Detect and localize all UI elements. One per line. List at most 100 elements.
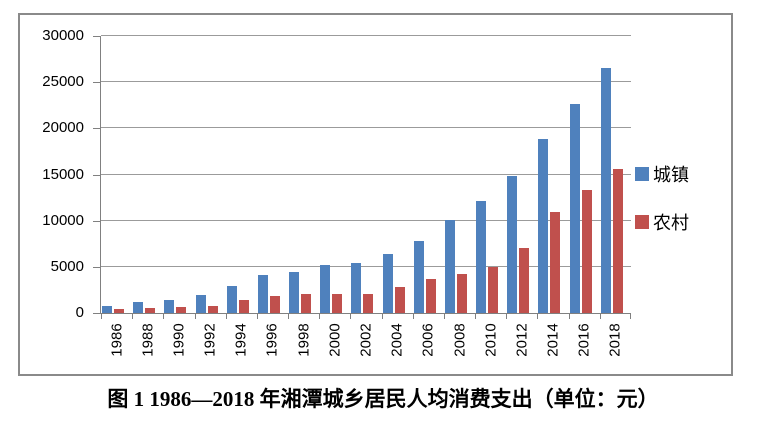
gridline-25000 [101,81,631,83]
bar-rural-2000 [332,294,343,313]
bar-urban-1994 [226,285,237,313]
bar-urban-1998 [289,272,300,313]
x-tick-mark-7 [319,314,321,319]
bar-rural-1990 [176,307,187,313]
gridline-5000 [101,265,631,267]
bar-urban-2006 [413,240,424,313]
plot-area [100,35,631,319]
bar-rural-1992 [207,305,218,313]
legend-label-urban: 城镇 [653,165,689,185]
y-tick-mark-15000 [93,174,100,176]
x-tick-mark-end [630,314,631,319]
bar-rural-2008 [456,273,467,313]
x-tick-label-2012: 2012 [513,323,531,357]
y-tick-mark-20000 [93,128,100,130]
bar-urban-2000 [320,265,331,313]
legend-item-urban: 城镇 [635,161,689,187]
x-tick-label-1998: 1998 [295,323,313,357]
bar-urban-1986 [102,305,112,313]
legend-swatch-urban-icon [635,167,649,181]
x-tick-label-1986: 1986 [108,323,126,357]
y-tick-label-0: 0 [75,304,84,321]
x-tick-mark-6 [288,314,290,319]
bar-urban-2004 [382,253,393,313]
y-tick-label-30000: 30000 [42,27,84,44]
bar-urban-1996 [257,275,268,313]
y-tick-label-20000: 20000 [42,119,84,137]
x-tick-mark-2 [163,314,165,319]
x-tick-mark-8 [350,314,352,319]
bar-rural-2004 [394,286,405,313]
bar-urban-2014 [538,138,549,313]
x-tick-mark-14 [537,314,539,319]
x-tick-mark-5 [256,314,258,319]
legend-swatch-rural-icon [635,215,649,229]
x-tick-label-1996: 1996 [263,323,281,357]
x-tick-mark-16 [599,314,601,319]
x-tick-label-2002: 2002 [357,323,375,357]
gridline-10000 [101,219,631,221]
y-tick-mark-10000 [93,220,100,222]
x-tick-label-1992: 1992 [201,323,219,357]
x-tick-mark-15 [568,314,570,319]
y-tick-label-25000: 25000 [42,73,84,91]
bar-urban-1988 [133,301,144,313]
x-tick-mark-10 [412,314,414,319]
x-tick-mark-13 [506,314,508,319]
legend-item-rural: 农村 [635,209,689,235]
bar-rural-2006 [425,279,436,313]
y-tick-label-15000: 15000 [42,165,84,183]
y-tick-mark-5000 [93,266,100,268]
bar-rural-1996 [269,295,280,313]
y-tick-mark-0 [93,313,100,314]
gridline-30000 [101,35,631,36]
bar-rural-2010 [488,266,499,313]
bar-urban-2018 [600,68,611,313]
bar-rural-1986 [114,309,124,313]
x-tick-label-1994: 1994 [232,323,250,357]
bar-urban-2010 [476,201,487,313]
bar-rural-2018 [612,168,623,313]
x-tick-mark-12 [475,314,477,319]
bar-rural-2014 [550,211,561,313]
x-tick-mark-0 [101,314,102,319]
x-tick-label-2016: 2016 [575,323,593,357]
x-tick-label-2014: 2014 [544,323,562,357]
gridline-15000 [101,173,631,175]
chart-frame: 0 5000 10000 15000 20000 25000 30000 1986 1988 1… [18,13,733,376]
bar-urban-2002 [351,262,362,313]
bar-urban-2008 [444,219,455,313]
x-tick-label-2018: 2018 [606,323,624,357]
y-tick-mark-30000 [93,36,100,37]
x-tick-label-2000: 2000 [326,323,344,357]
x-tick-label-2006: 2006 [419,323,437,357]
x-tick-label-1990: 1990 [170,323,188,357]
y-tick-mark-25000 [93,82,100,84]
figure-caption: 图 1 1986—2018 年湘潭城乡居民人均消费支出（单位：元） [107,387,659,411]
gridline-20000 [101,127,631,129]
bar-rural-2002 [363,293,374,313]
x-tick-label-1988: 1988 [139,323,157,357]
bar-rural-1994 [238,300,249,313]
x-tick-label-2004: 2004 [388,323,406,357]
bar-rural-1988 [145,307,156,313]
bar-urban-1990 [164,300,175,313]
legend-label-rural: 农村 [653,213,689,233]
bar-rural-2016 [581,190,592,313]
bar-urban-1992 [195,295,206,313]
bar-urban-2016 [569,104,580,313]
bar-urban-2012 [507,176,518,313]
y-tick-label-10000: 10000 [42,211,84,229]
x-tick-mark-4 [225,314,227,319]
x-tick-label-2010: 2010 [482,323,500,357]
x-tick-mark-11 [443,314,445,319]
bar-rural-1998 [301,293,312,313]
y-tick-label-5000: 5000 [50,257,84,275]
x-tick-mark-9 [381,314,383,319]
x-tick-label-2008: 2008 [451,323,469,357]
legend: 城镇 农村 [635,161,689,257]
x-tick-mark-3 [194,314,196,319]
bar-rural-2012 [519,247,530,313]
x-tick-mark-1 [132,314,134,319]
